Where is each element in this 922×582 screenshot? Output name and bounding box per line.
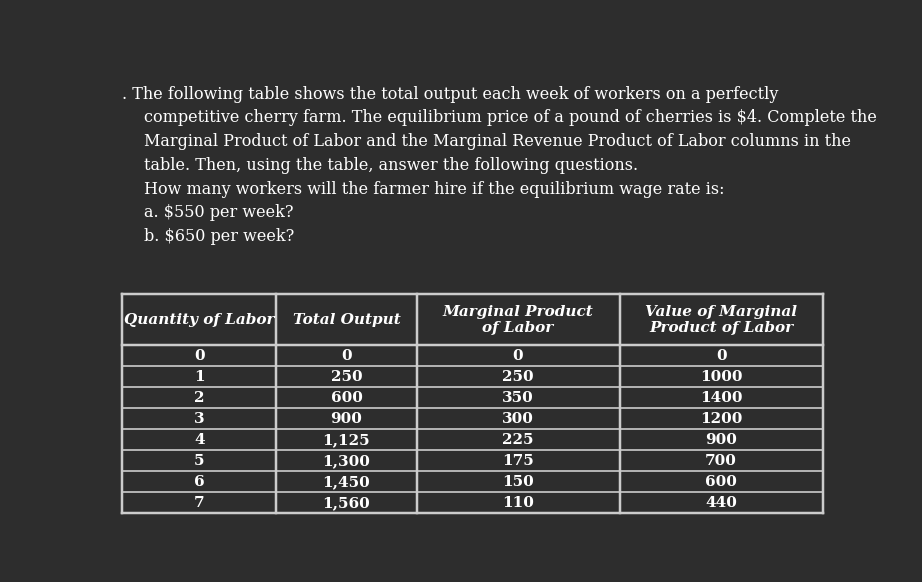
Text: 600: 600 [705, 475, 737, 489]
Text: table. Then, using the table, answer the following questions.: table. Then, using the table, answer the… [144, 157, 638, 174]
Text: 1: 1 [195, 370, 205, 384]
Text: 4: 4 [195, 433, 205, 447]
Text: 250: 250 [502, 370, 534, 384]
Text: 250: 250 [331, 370, 362, 384]
Text: 440: 440 [705, 496, 737, 510]
Text: Marginal Product
of Labor: Marginal Product of Labor [443, 304, 594, 335]
Text: 2: 2 [195, 391, 205, 405]
Text: 1,450: 1,450 [323, 475, 371, 489]
Text: 1,125: 1,125 [323, 433, 371, 447]
Text: . The following table shows the total output each week of workers on a perfectly: . The following table shows the total ou… [123, 86, 779, 102]
Text: Total Output: Total Output [292, 313, 400, 327]
Text: 3: 3 [195, 412, 205, 426]
Text: 110: 110 [502, 496, 534, 510]
Text: 1400: 1400 [700, 391, 742, 405]
Text: 0: 0 [513, 349, 524, 363]
Text: 1000: 1000 [700, 370, 742, 384]
Text: a. $550 per week?: a. $550 per week? [144, 204, 293, 221]
Text: Quantity of Labor: Quantity of Labor [124, 313, 275, 327]
Text: b. $650 per week?: b. $650 per week? [144, 228, 294, 245]
Text: 0: 0 [195, 349, 205, 363]
Text: 700: 700 [705, 454, 737, 468]
Text: How many workers will the farmer hire if the equilibrium wage rate is:: How many workers will the farmer hire if… [144, 180, 725, 197]
Text: 5: 5 [195, 454, 205, 468]
Text: 0: 0 [341, 349, 352, 363]
Text: 600: 600 [331, 391, 362, 405]
Text: 0: 0 [715, 349, 727, 363]
Text: 900: 900 [705, 433, 737, 447]
Text: 1,560: 1,560 [323, 496, 371, 510]
Text: 1200: 1200 [700, 412, 742, 426]
Text: 150: 150 [502, 475, 534, 489]
Text: 900: 900 [331, 412, 362, 426]
Text: 350: 350 [502, 391, 534, 405]
Text: competitive cherry farm. The equilibrium price of a pound of cherries is $4. Com: competitive cherry farm. The equilibrium… [144, 109, 877, 126]
Text: 7: 7 [195, 496, 205, 510]
Text: 1,300: 1,300 [323, 454, 371, 468]
Text: 225: 225 [502, 433, 534, 447]
Text: 300: 300 [502, 412, 534, 426]
Text: 175: 175 [502, 454, 534, 468]
Text: Marginal Product of Labor and the Marginal Revenue Product of Labor columns in t: Marginal Product of Labor and the Margin… [144, 133, 851, 150]
Text: Value of Marginal
Product of Labor: Value of Marginal Product of Labor [645, 304, 798, 335]
Text: 6: 6 [195, 475, 205, 489]
